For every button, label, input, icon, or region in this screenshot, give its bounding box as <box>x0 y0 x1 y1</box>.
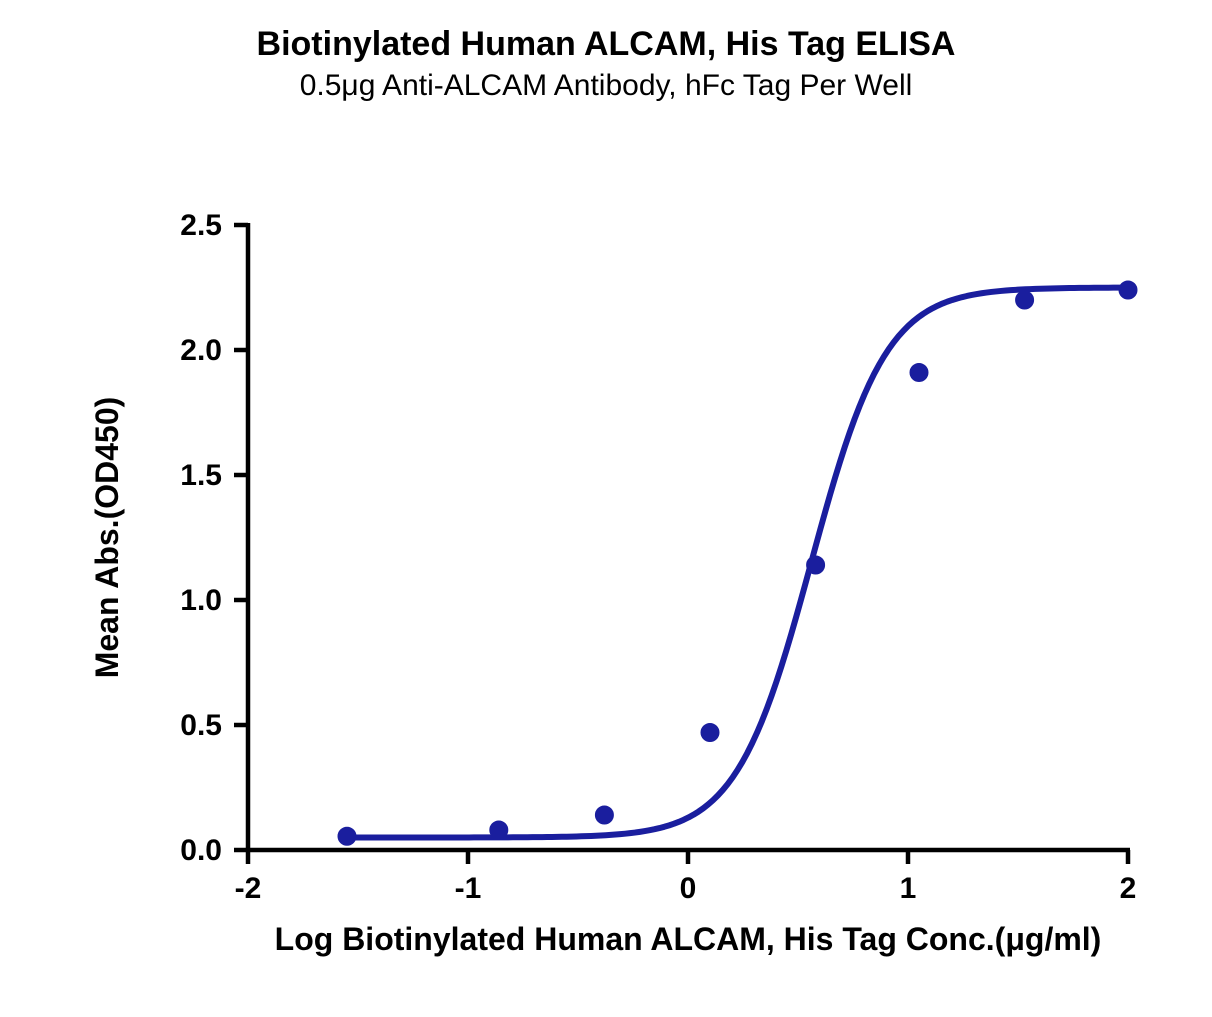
y-tick-label: 2.0 <box>180 334 222 367</box>
y-tick-label: 0.0 <box>180 834 222 867</box>
y-tick-label: 1.0 <box>180 584 222 617</box>
y-tick-label: 2.5 <box>180 209 222 242</box>
data-point <box>595 806 613 824</box>
y-tick-label: 1.5 <box>180 459 222 492</box>
x-axis-label: Log Biotinylated Human ALCAM, His Tag Co… <box>275 921 1102 957</box>
elisa-chart: Biotinylated Human ALCAM, His Tag ELISA 0… <box>0 0 1212 1017</box>
data-point <box>490 821 508 839</box>
data-point <box>701 724 719 742</box>
y-tick-label: 0.5 <box>180 709 222 742</box>
x-tick-label: -2 <box>235 872 262 905</box>
x-tick-label: -1 <box>455 872 482 905</box>
x-tick-label: 2 <box>1120 872 1137 905</box>
chart-subtitle: 0.5μg Anti-ALCAM Antibody, hFc Tag Per W… <box>300 69 913 102</box>
data-point <box>910 364 928 382</box>
data-point <box>1119 281 1137 299</box>
chart-container: Biotinylated Human ALCAM, His Tag ELISA 0… <box>0 0 1212 1017</box>
chart-title: Biotinylated Human ALCAM, His Tag ELISA <box>257 25 956 63</box>
data-point <box>1016 291 1034 309</box>
x-tick-label: 1 <box>900 872 917 905</box>
data-point <box>807 556 825 574</box>
y-axis-label: Mean Abs.(OD450) <box>89 397 125 679</box>
x-tick-label: 0 <box>680 872 697 905</box>
data-point <box>338 827 356 845</box>
